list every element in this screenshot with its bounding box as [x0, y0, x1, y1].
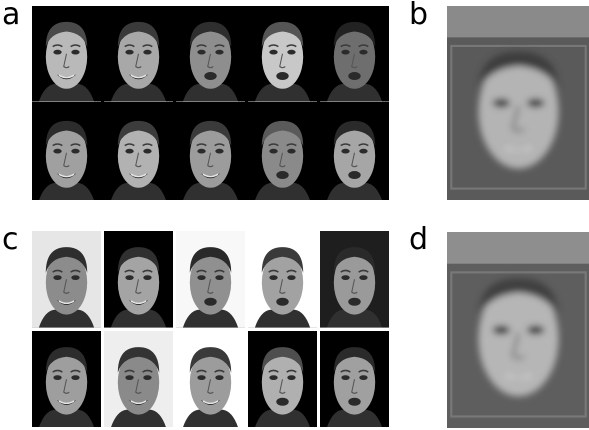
panel-c-face-photo-8 — [176, 330, 245, 427]
panel-c-face-photo-1 — [32, 231, 101, 328]
panel-c-face-photo-4 — [248, 231, 317, 328]
panel-c-face-photo-9 — [248, 330, 317, 427]
panel-c-face-photo-3 — [176, 231, 245, 328]
panel-label-a: a — [2, 0, 21, 32]
panel-c-face-photo-2 — [104, 231, 173, 328]
panel-a-face-photo-10 — [320, 104, 389, 200]
panel-c-face-photo-5 — [320, 231, 389, 328]
average-face-d — [447, 232, 589, 428]
panel-a-face-photo-6 — [32, 104, 101, 200]
panel-c-face-photo-6 — [32, 330, 101, 427]
panel-a-face-photo-7 — [104, 104, 173, 200]
average-face-b — [447, 6, 589, 200]
face-grid-c — [32, 231, 389, 427]
panel-a-face-photo-8 — [176, 104, 245, 200]
panel-a-face-photo-4 — [248, 6, 317, 102]
panel-label-c: c — [2, 222, 19, 257]
panel-a-face-photo-1 — [32, 6, 101, 102]
face-grid-a — [32, 6, 389, 200]
panel-a-face-photo-5 — [320, 6, 389, 102]
panel-c-face-photo-7 — [104, 330, 173, 427]
panel-a-face-photo-3 — [176, 6, 245, 102]
panel-label-b: b — [409, 0, 429, 32]
panel-label-d: d — [409, 222, 429, 257]
panel-a-face-photo-2 — [104, 6, 173, 102]
panel-c-face-photo-10 — [320, 330, 389, 427]
panel-a-face-photo-9 — [248, 104, 317, 200]
